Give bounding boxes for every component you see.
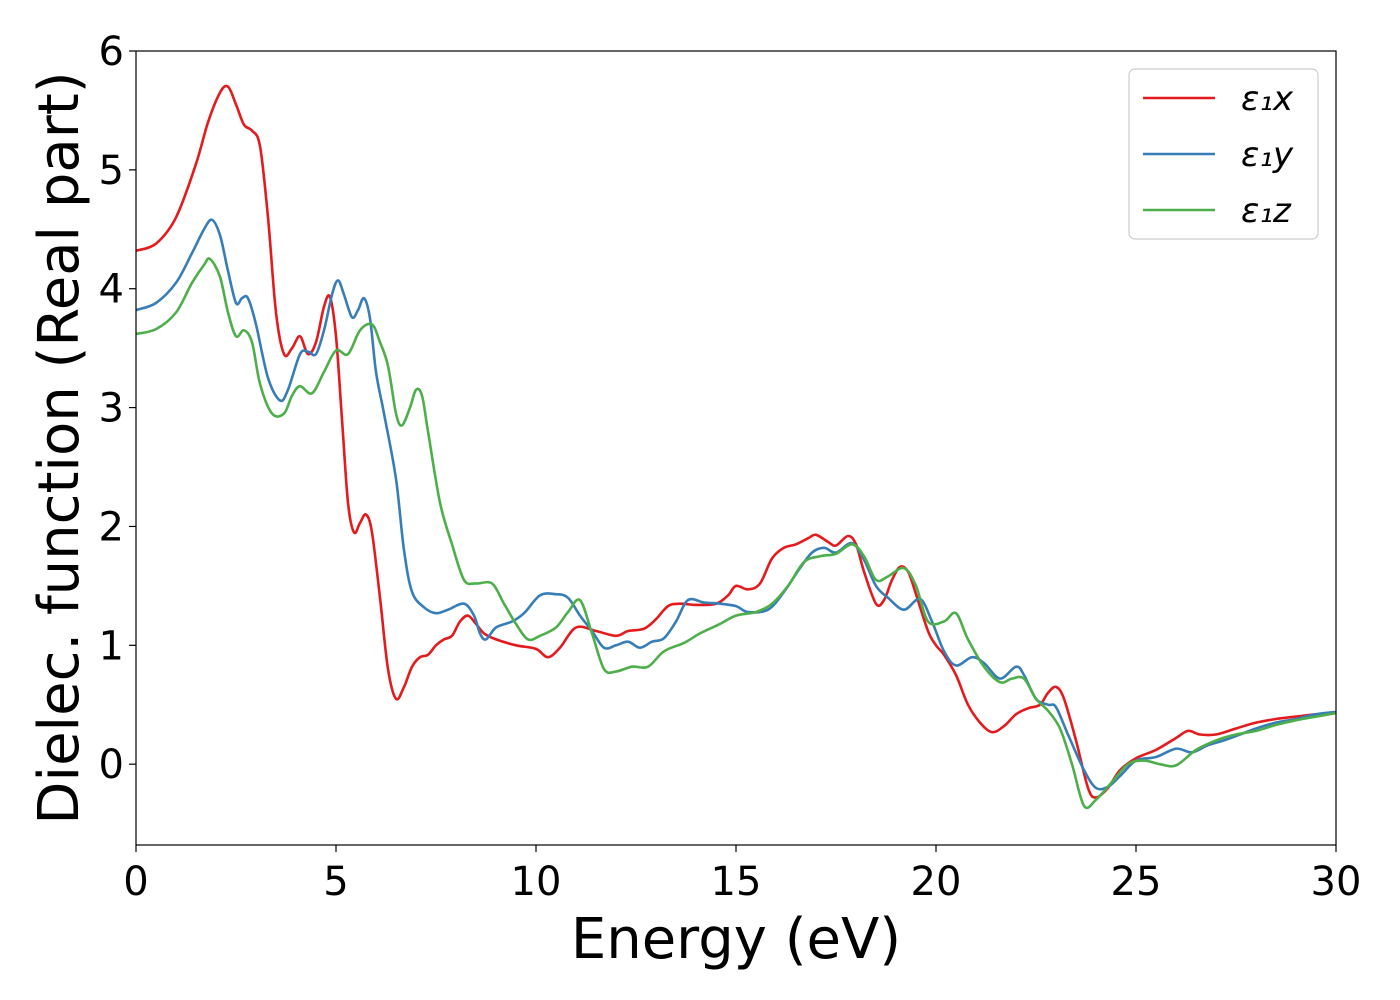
y-tick-label: 5 bbox=[99, 148, 124, 194]
y-tick-label: 1 bbox=[99, 623, 124, 669]
x-tick-label: 0 bbox=[123, 859, 148, 905]
legend-entry-label: ε₁x bbox=[1241, 79, 1294, 119]
y-tick-label: 6 bbox=[99, 29, 124, 75]
x-tick-label: 15 bbox=[711, 859, 762, 905]
x-tick-label: 20 bbox=[911, 859, 962, 905]
y-tick-label: 4 bbox=[99, 267, 124, 313]
x-tick-label: 5 bbox=[323, 859, 348, 905]
series-line-3 bbox=[136, 257, 1336, 810]
x-tick-label: 10 bbox=[511, 859, 562, 905]
legend: ε₁x ε₁y ε₁z bbox=[1128, 68, 1319, 240]
series-line-2 bbox=[136, 218, 1336, 791]
series-line-1 bbox=[136, 84, 1336, 799]
y-tick-label: 2 bbox=[99, 504, 124, 550]
legend-box bbox=[1128, 68, 1319, 240]
legend-entry-label: ε₁z bbox=[1241, 191, 1292, 231]
x-axis-ticks: 0 5 10 15 20 25 30 bbox=[123, 845, 1361, 905]
x-tick-label: 30 bbox=[1311, 859, 1362, 905]
plot-lines bbox=[136, 84, 1336, 810]
legend-entry-label: ε₁y bbox=[1241, 135, 1294, 175]
y-axis-ticks: 0 1 2 3 4 5 6 bbox=[99, 29, 136, 788]
y-tick-label: 3 bbox=[99, 386, 124, 432]
x-axis-label: Energy (eV) bbox=[571, 907, 901, 972]
y-tick-label: 0 bbox=[99, 742, 124, 788]
x-tick-label: 25 bbox=[1111, 859, 1162, 905]
y-axis-label: Dielec. function (Real part) bbox=[27, 71, 92, 824]
